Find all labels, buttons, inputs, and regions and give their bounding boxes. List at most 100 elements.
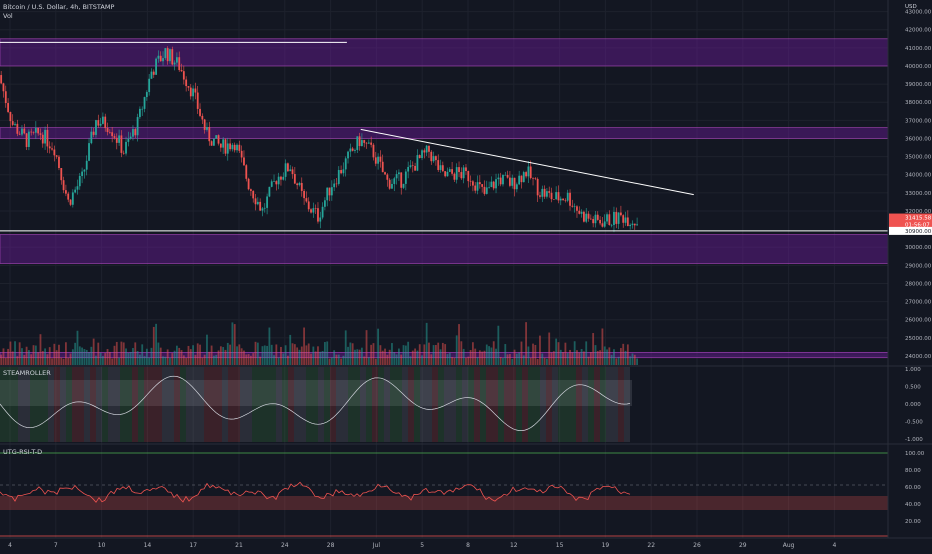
price-tick-label: 24000.00 bbox=[905, 354, 932, 360]
rsi-tick: 80.00 bbox=[905, 468, 921, 474]
volume-bar bbox=[51, 358, 53, 365]
candle-body bbox=[448, 169, 451, 172]
volume-bar bbox=[250, 355, 252, 365]
volume-bar bbox=[46, 354, 49, 365]
candle-body bbox=[129, 136, 132, 139]
price-tick-label: 30000.00 bbox=[905, 245, 932, 251]
steamroller-column bbox=[462, 367, 468, 442]
steamroller-column bbox=[534, 367, 540, 442]
volume-bar bbox=[122, 342, 125, 365]
candle-body bbox=[314, 208, 317, 209]
steamroller-column bbox=[270, 367, 276, 442]
steamroller-column bbox=[66, 367, 72, 442]
volume-bar bbox=[541, 353, 544, 365]
volume-bar bbox=[583, 351, 585, 365]
candle-body bbox=[312, 208, 315, 213]
volume-bar bbox=[465, 357, 467, 365]
volume-bar bbox=[169, 357, 171, 365]
volume-bar bbox=[620, 348, 622, 365]
candle-body bbox=[423, 150, 426, 153]
price-tick-label: 29000.00 bbox=[905, 263, 932, 269]
candle-body bbox=[571, 205, 574, 207]
steamroller-tick: -1.000 bbox=[905, 437, 923, 443]
rsi-legend[interactable]: UTG-RSI-T-D bbox=[3, 448, 43, 456]
volume-bar bbox=[555, 338, 558, 365]
rsi-tick: 60.00 bbox=[905, 485, 921, 491]
volume-bar bbox=[391, 343, 393, 365]
candle-body bbox=[245, 165, 248, 179]
volume-bar bbox=[476, 357, 479, 365]
volume-bar bbox=[573, 341, 576, 365]
volume-bar bbox=[201, 357, 204, 365]
candle-body bbox=[569, 192, 571, 206]
candle-body bbox=[411, 165, 414, 166]
volume-legend[interactable]: Vol bbox=[3, 12, 13, 20]
steamroller-legend[interactable]: STEAMROLLER bbox=[3, 369, 51, 377]
candle-body bbox=[550, 192, 553, 200]
candle-body bbox=[562, 198, 564, 201]
rsi-tick: 100.00 bbox=[905, 451, 925, 457]
steamroller-column bbox=[450, 367, 456, 442]
candle-body bbox=[629, 224, 632, 227]
steamroller-column bbox=[72, 367, 78, 442]
candle-body bbox=[203, 119, 206, 130]
candle-body bbox=[495, 179, 497, 189]
candle-body bbox=[148, 78, 151, 93]
symbol-title[interactable]: Bitcoin / U.S. Dollar, 4h, BITSTAMP bbox=[3, 3, 115, 11]
candle-body bbox=[266, 196, 268, 208]
candle-body bbox=[499, 177, 502, 185]
candle-body bbox=[60, 168, 63, 181]
candle-body bbox=[603, 221, 606, 227]
candle-body bbox=[515, 184, 518, 190]
steamroller-column bbox=[312, 367, 318, 442]
volume-bar bbox=[44, 348, 46, 365]
candlesticks[interactable] bbox=[0, 46, 638, 233]
volume-bar bbox=[356, 349, 359, 365]
candle-body bbox=[626, 217, 629, 227]
volume-bar bbox=[300, 346, 303, 365]
volume-bar bbox=[342, 355, 345, 365]
candle-body bbox=[386, 174, 389, 180]
candle-body bbox=[44, 129, 46, 144]
volume-bar bbox=[562, 352, 564, 365]
candle-body bbox=[298, 182, 301, 186]
time-label: 8 bbox=[466, 542, 470, 549]
volume-bar bbox=[55, 350, 58, 365]
candle-body bbox=[527, 166, 530, 177]
steamroller-column bbox=[150, 367, 156, 442]
volume-bar bbox=[615, 358, 618, 365]
volume-bar bbox=[469, 350, 472, 365]
steamroller-column bbox=[516, 367, 522, 442]
candle-body bbox=[317, 208, 319, 222]
candle-body bbox=[171, 49, 174, 65]
candle-body bbox=[444, 171, 447, 177]
candle-body bbox=[455, 167, 458, 180]
candle-body bbox=[460, 172, 463, 179]
candle-body bbox=[303, 190, 305, 199]
candle-body bbox=[504, 174, 507, 176]
volume-bar bbox=[636, 358, 638, 365]
volume-bar bbox=[404, 345, 407, 365]
candle-body bbox=[71, 192, 74, 205]
steamroller-column bbox=[6, 367, 12, 442]
candle-body bbox=[210, 141, 213, 146]
time-label: 28 bbox=[327, 542, 335, 549]
candle-body bbox=[219, 143, 222, 148]
candle-body bbox=[206, 127, 208, 130]
volume-bar bbox=[293, 344, 296, 365]
steamroller-column bbox=[0, 367, 6, 442]
volume-bar bbox=[21, 348, 23, 365]
time-label: 7 bbox=[54, 542, 58, 549]
volume-bar bbox=[296, 347, 299, 365]
volume-bar bbox=[367, 357, 370, 365]
steamroller-column bbox=[222, 367, 228, 442]
steamroller-column bbox=[354, 367, 360, 442]
candle-body bbox=[615, 211, 618, 224]
trendlines[interactable] bbox=[0, 41, 888, 232]
candle-body bbox=[613, 211, 615, 225]
volume-bar bbox=[495, 348, 497, 365]
time-label: 29 bbox=[739, 542, 747, 549]
